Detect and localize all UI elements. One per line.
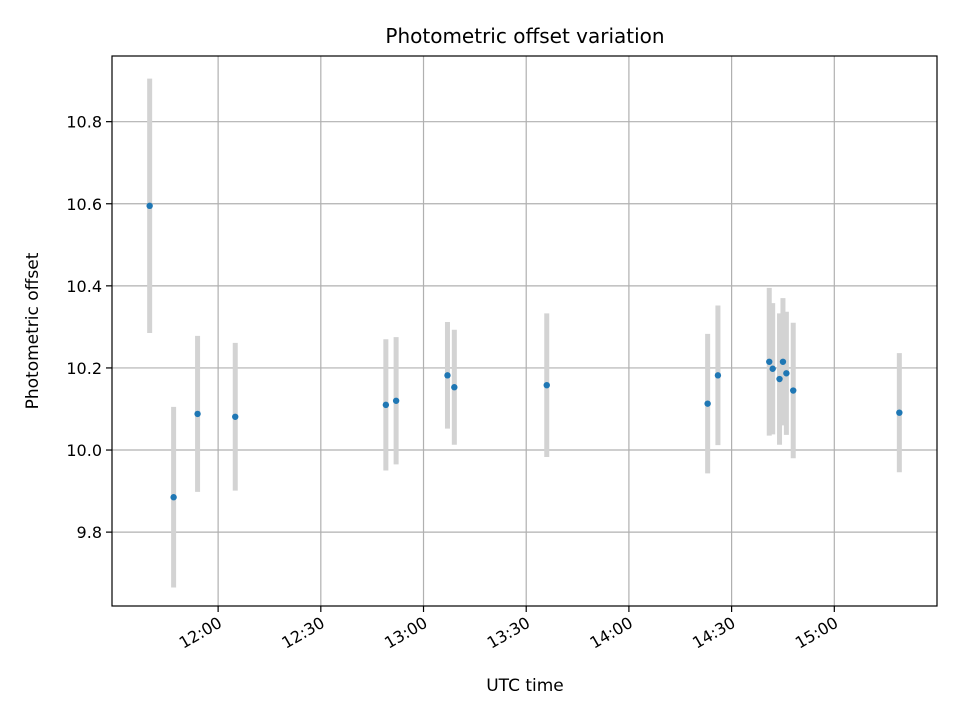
data-point (896, 409, 903, 416)
data-point (714, 372, 722, 379)
x-axis-label: UTC time (486, 676, 564, 696)
y-tick-label: 10.6 (66, 195, 102, 214)
data-point (790, 387, 797, 394)
data-point (704, 400, 711, 407)
y-tick-label: 10.8 (66, 113, 102, 132)
x-tick-label: 13:30 (484, 613, 533, 653)
data-point (146, 202, 153, 210)
grid-lines (112, 56, 937, 606)
data-point (194, 410, 201, 418)
plot-frame (111, 55, 938, 607)
y-axis-label: Photometric offset (23, 252, 43, 409)
data-point (232, 413, 239, 420)
data-points (146, 202, 903, 501)
data-point (444, 372, 451, 379)
x-tick-label: 12:00 (176, 613, 225, 653)
y-axis-ticks: 9.8 10.0 10.2 10.4 10.6 10.8 (66, 113, 112, 542)
x-tick-label: 15:00 (792, 613, 841, 653)
data-point (170, 494, 177, 501)
data-point (543, 381, 550, 389)
data-point (783, 370, 790, 377)
x-tick-label: 14:30 (689, 613, 738, 653)
error-bars (147, 78, 902, 588)
chart-title: Photometric offset variation (385, 24, 664, 48)
x-tick-label: 13:00 (381, 613, 430, 653)
x-tick-label: 12:30 (278, 613, 327, 653)
data-point (392, 397, 400, 404)
y-tick-label: 10.2 (66, 359, 102, 378)
data-point (776, 375, 783, 383)
y-tick-label: 10.4 (66, 277, 102, 296)
x-tick-label: 14:00 (586, 613, 635, 653)
data-point (451, 384, 458, 391)
data-point (382, 401, 390, 409)
x-axis-ticks: 12:00 12:30 13:00 13:30 14:00 14:30 15:00 (176, 606, 841, 653)
data-point (766, 358, 773, 365)
y-tick-label: 10.0 (66, 441, 102, 460)
y-tick-label: 9.8 (77, 523, 102, 542)
data-point (779, 358, 787, 365)
data-point (769, 365, 776, 372)
